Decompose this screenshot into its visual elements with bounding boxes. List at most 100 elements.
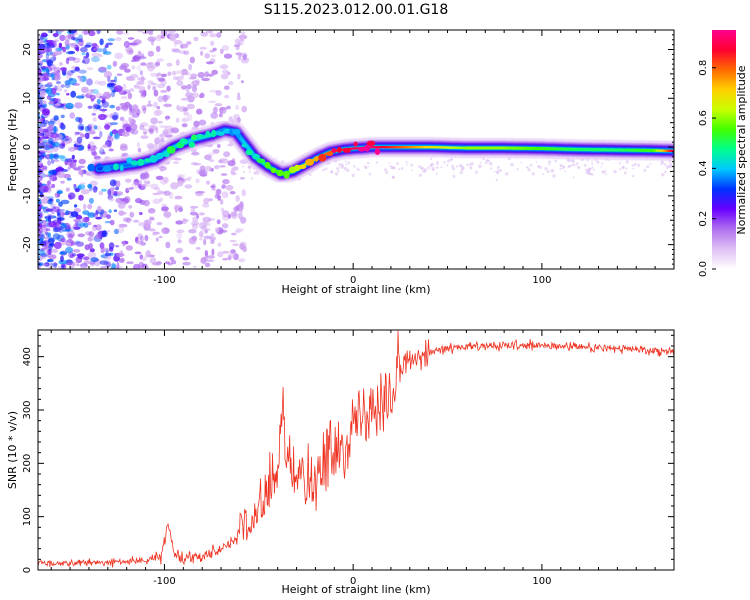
ridge-blob xyxy=(276,169,284,177)
noise-point xyxy=(166,62,173,67)
noise-point xyxy=(76,136,83,144)
noise-point xyxy=(575,164,577,166)
noise-point xyxy=(542,173,545,176)
noise-point xyxy=(148,100,151,106)
noise-point xyxy=(98,66,107,72)
noise-point xyxy=(135,240,144,245)
noise-point xyxy=(95,233,102,239)
noise-point xyxy=(38,230,43,234)
noise-point xyxy=(196,108,203,115)
noise-point xyxy=(49,174,58,182)
noise-point xyxy=(232,243,239,246)
noise-point xyxy=(52,227,59,233)
noise-point xyxy=(83,203,87,210)
noise-point xyxy=(191,85,198,93)
noise-point xyxy=(157,120,163,124)
ridge-blob xyxy=(144,158,151,163)
noise-point xyxy=(180,73,184,81)
noise-point xyxy=(56,92,60,96)
noise-point xyxy=(78,69,87,74)
noise-point xyxy=(53,39,60,43)
noise-point xyxy=(84,44,92,48)
noise-point xyxy=(41,108,51,116)
spectral-ridge xyxy=(87,120,674,184)
noise-point xyxy=(163,190,171,196)
noise-point xyxy=(173,41,177,47)
noise-point xyxy=(155,127,159,134)
noise-point xyxy=(237,73,241,80)
noise-point xyxy=(73,226,81,230)
noise-point xyxy=(140,235,144,243)
noise-point xyxy=(155,237,159,242)
colorbar-tick-label: 0.2 xyxy=(698,211,709,227)
noise-point xyxy=(106,214,111,220)
y-tick-label: 0 xyxy=(22,144,33,150)
noise-point xyxy=(102,144,108,148)
noise-point xyxy=(173,40,183,45)
noise-point xyxy=(405,163,408,166)
noise-point xyxy=(388,162,391,164)
noise-point xyxy=(128,187,134,190)
noise-point xyxy=(210,40,215,46)
noise-point xyxy=(45,149,54,153)
ridge-blob xyxy=(256,158,266,164)
noise-point xyxy=(443,161,446,164)
noise-point xyxy=(146,104,154,107)
noise-point xyxy=(106,230,111,233)
noise-point xyxy=(70,69,76,74)
noise-point xyxy=(329,170,334,174)
noise-point xyxy=(115,197,124,204)
noise-point xyxy=(74,102,83,109)
noise-point xyxy=(38,234,45,240)
noise-point xyxy=(157,95,164,103)
noise-point xyxy=(209,236,216,241)
noise-point xyxy=(54,206,60,213)
noise-point xyxy=(225,184,234,191)
x-tick-label: -100 xyxy=(153,576,176,587)
colorbar-tick-label: 0.6 xyxy=(698,110,709,126)
noise-point xyxy=(456,165,459,168)
noise-point xyxy=(127,37,135,40)
noise-point xyxy=(45,228,51,232)
noise-point xyxy=(230,211,238,217)
noise-point xyxy=(205,222,211,227)
noise-point xyxy=(200,257,207,264)
noise-point xyxy=(137,147,142,153)
noise-point xyxy=(538,165,542,169)
noise-point xyxy=(596,160,600,164)
noise-point xyxy=(65,51,75,55)
noise-point xyxy=(219,229,228,233)
noise-point xyxy=(144,234,149,242)
noise-point xyxy=(207,217,216,221)
noise-point xyxy=(191,151,200,156)
noise-point xyxy=(66,92,70,96)
noise-point xyxy=(122,107,128,112)
noise-point xyxy=(160,73,168,78)
noise-point xyxy=(468,162,472,166)
noise-point xyxy=(187,176,192,179)
noise-point xyxy=(176,229,185,233)
noise-point xyxy=(351,173,355,178)
snr-series-line xyxy=(38,330,674,568)
noise-point xyxy=(62,46,67,53)
noise-point xyxy=(79,182,86,185)
noise-point xyxy=(108,247,114,252)
noise-point xyxy=(46,59,54,67)
noise-point xyxy=(136,141,141,148)
noise-point xyxy=(38,137,42,141)
noise-point xyxy=(161,229,166,234)
noise-point xyxy=(138,211,143,216)
noise-point xyxy=(564,170,566,173)
noise-point xyxy=(602,171,605,174)
noise-point xyxy=(95,92,103,99)
noise-point xyxy=(230,167,235,175)
noise-point xyxy=(233,44,241,47)
noise-point xyxy=(107,83,115,88)
noise-point xyxy=(236,203,244,212)
noise-point xyxy=(222,179,230,185)
noise-point xyxy=(220,73,229,80)
noise-point xyxy=(187,114,193,122)
noise-point xyxy=(81,60,86,64)
noise-point xyxy=(60,265,65,269)
noise-point xyxy=(498,165,500,168)
